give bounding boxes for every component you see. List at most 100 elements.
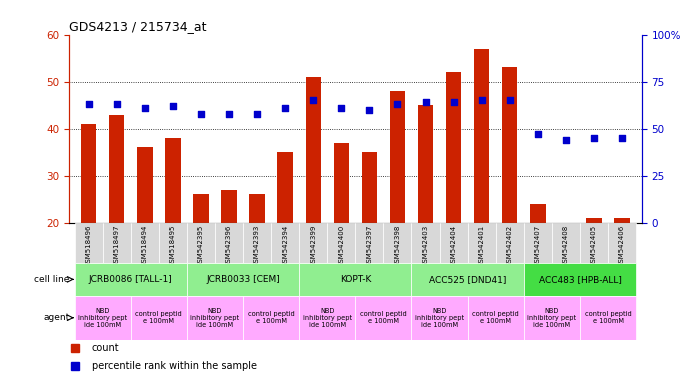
Point [560,137,571,143]
Point [195,111,206,117]
Bar [165,138,181,223]
Bar [552,223,580,263]
Bar [333,143,349,223]
Text: GSM542394: GSM542394 [282,225,288,267]
Text: control peptid
e 100mM: control peptid e 100mM [584,311,631,324]
Bar [411,223,440,263]
Bar [474,49,489,223]
Bar [580,296,636,340]
Text: percentile rank within the sample: percentile rank within the sample [92,361,257,371]
Text: GSM542403: GSM542403 [422,225,428,267]
Bar [468,223,495,263]
Bar [495,223,524,263]
Point [617,135,628,141]
Bar [215,223,243,263]
Bar [327,223,355,263]
Text: GSM542397: GSM542397 [366,225,373,267]
Text: control peptid
e 100mM: control peptid e 100mM [473,311,519,324]
Point [420,99,431,105]
Text: GSM542405: GSM542405 [591,225,597,267]
Bar [355,296,411,340]
Text: GSM542400: GSM542400 [338,225,344,267]
Text: agent: agent [43,313,70,322]
Bar [411,263,524,296]
Bar [75,263,187,296]
Bar [440,223,468,263]
Text: count: count [92,343,119,354]
Point [589,135,600,141]
Bar [299,296,355,340]
Text: GSM542402: GSM542402 [506,225,513,267]
Bar [446,72,462,223]
Text: ACC483 [HPB-ALL]: ACC483 [HPB-ALL] [538,275,622,284]
Bar [524,296,580,340]
Text: GSM518496: GSM518496 [86,225,92,267]
Point [504,98,515,104]
Bar [81,124,97,223]
Bar [243,223,271,263]
Bar [75,296,131,340]
Bar [614,218,630,223]
Point [252,111,263,117]
Point [336,105,347,111]
Bar [131,223,159,263]
Text: NBD
inhibitory pept
ide 100mM: NBD inhibitory pept ide 100mM [190,308,239,328]
Text: GSM542396: GSM542396 [226,225,232,267]
Text: GSM542404: GSM542404 [451,225,457,267]
Bar [271,223,299,263]
Point [476,98,487,104]
Bar [299,263,411,296]
Bar [530,204,546,223]
Text: NBD
inhibitory pept
ide 100mM: NBD inhibitory pept ide 100mM [303,308,352,328]
Point [279,105,290,111]
Text: control peptid
e 100mM: control peptid e 100mM [248,311,295,324]
Point [392,101,403,107]
Text: NBD
inhibitory pept
ide 100mM: NBD inhibitory pept ide 100mM [78,308,127,328]
Text: GSM542408: GSM542408 [563,225,569,267]
Text: NBD
inhibitory pept
ide 100mM: NBD inhibitory pept ide 100mM [527,308,576,328]
Text: GSM518495: GSM518495 [170,225,176,267]
Bar [103,223,131,263]
Text: GSM542399: GSM542399 [310,225,316,267]
Bar [137,147,152,223]
Bar [418,105,433,223]
Text: control peptid
e 100mM: control peptid e 100mM [360,311,407,324]
Point [224,111,235,117]
Bar [362,152,377,223]
Bar [187,263,299,296]
Text: NBD
inhibitory pept
ide 100mM: NBD inhibitory pept ide 100mM [415,308,464,328]
Text: control peptid
e 100mM: control peptid e 100mM [135,311,182,324]
Text: GSM518494: GSM518494 [142,225,148,267]
Text: JCRB0086 [TALL-1]: JCRB0086 [TALL-1] [89,275,172,284]
Bar [249,194,265,223]
Point [532,131,543,137]
Bar [524,263,636,296]
Bar [131,296,187,340]
Text: GDS4213 / 215734_at: GDS4213 / 215734_at [69,20,206,33]
Text: JCRB0033 [CEM]: JCRB0033 [CEM] [206,275,280,284]
Bar [580,223,608,263]
Bar [109,114,124,223]
Bar [277,152,293,223]
Text: ACC525 [DND41]: ACC525 [DND41] [429,275,506,284]
Point [448,99,459,105]
Bar [299,223,327,263]
Bar [586,218,602,223]
Bar [608,223,636,263]
Point [139,105,150,111]
Bar [243,296,299,340]
Text: GSM542393: GSM542393 [254,225,260,267]
Bar [187,296,243,340]
Text: cell line: cell line [34,275,70,284]
Bar [187,223,215,263]
Point [308,98,319,104]
Bar [193,194,208,223]
Point [168,103,179,109]
Bar [221,190,237,223]
Bar [159,223,187,263]
Point [111,101,122,107]
Bar [355,223,384,263]
Bar [411,296,468,340]
Text: GSM542407: GSM542407 [535,225,541,267]
Bar [75,223,103,263]
